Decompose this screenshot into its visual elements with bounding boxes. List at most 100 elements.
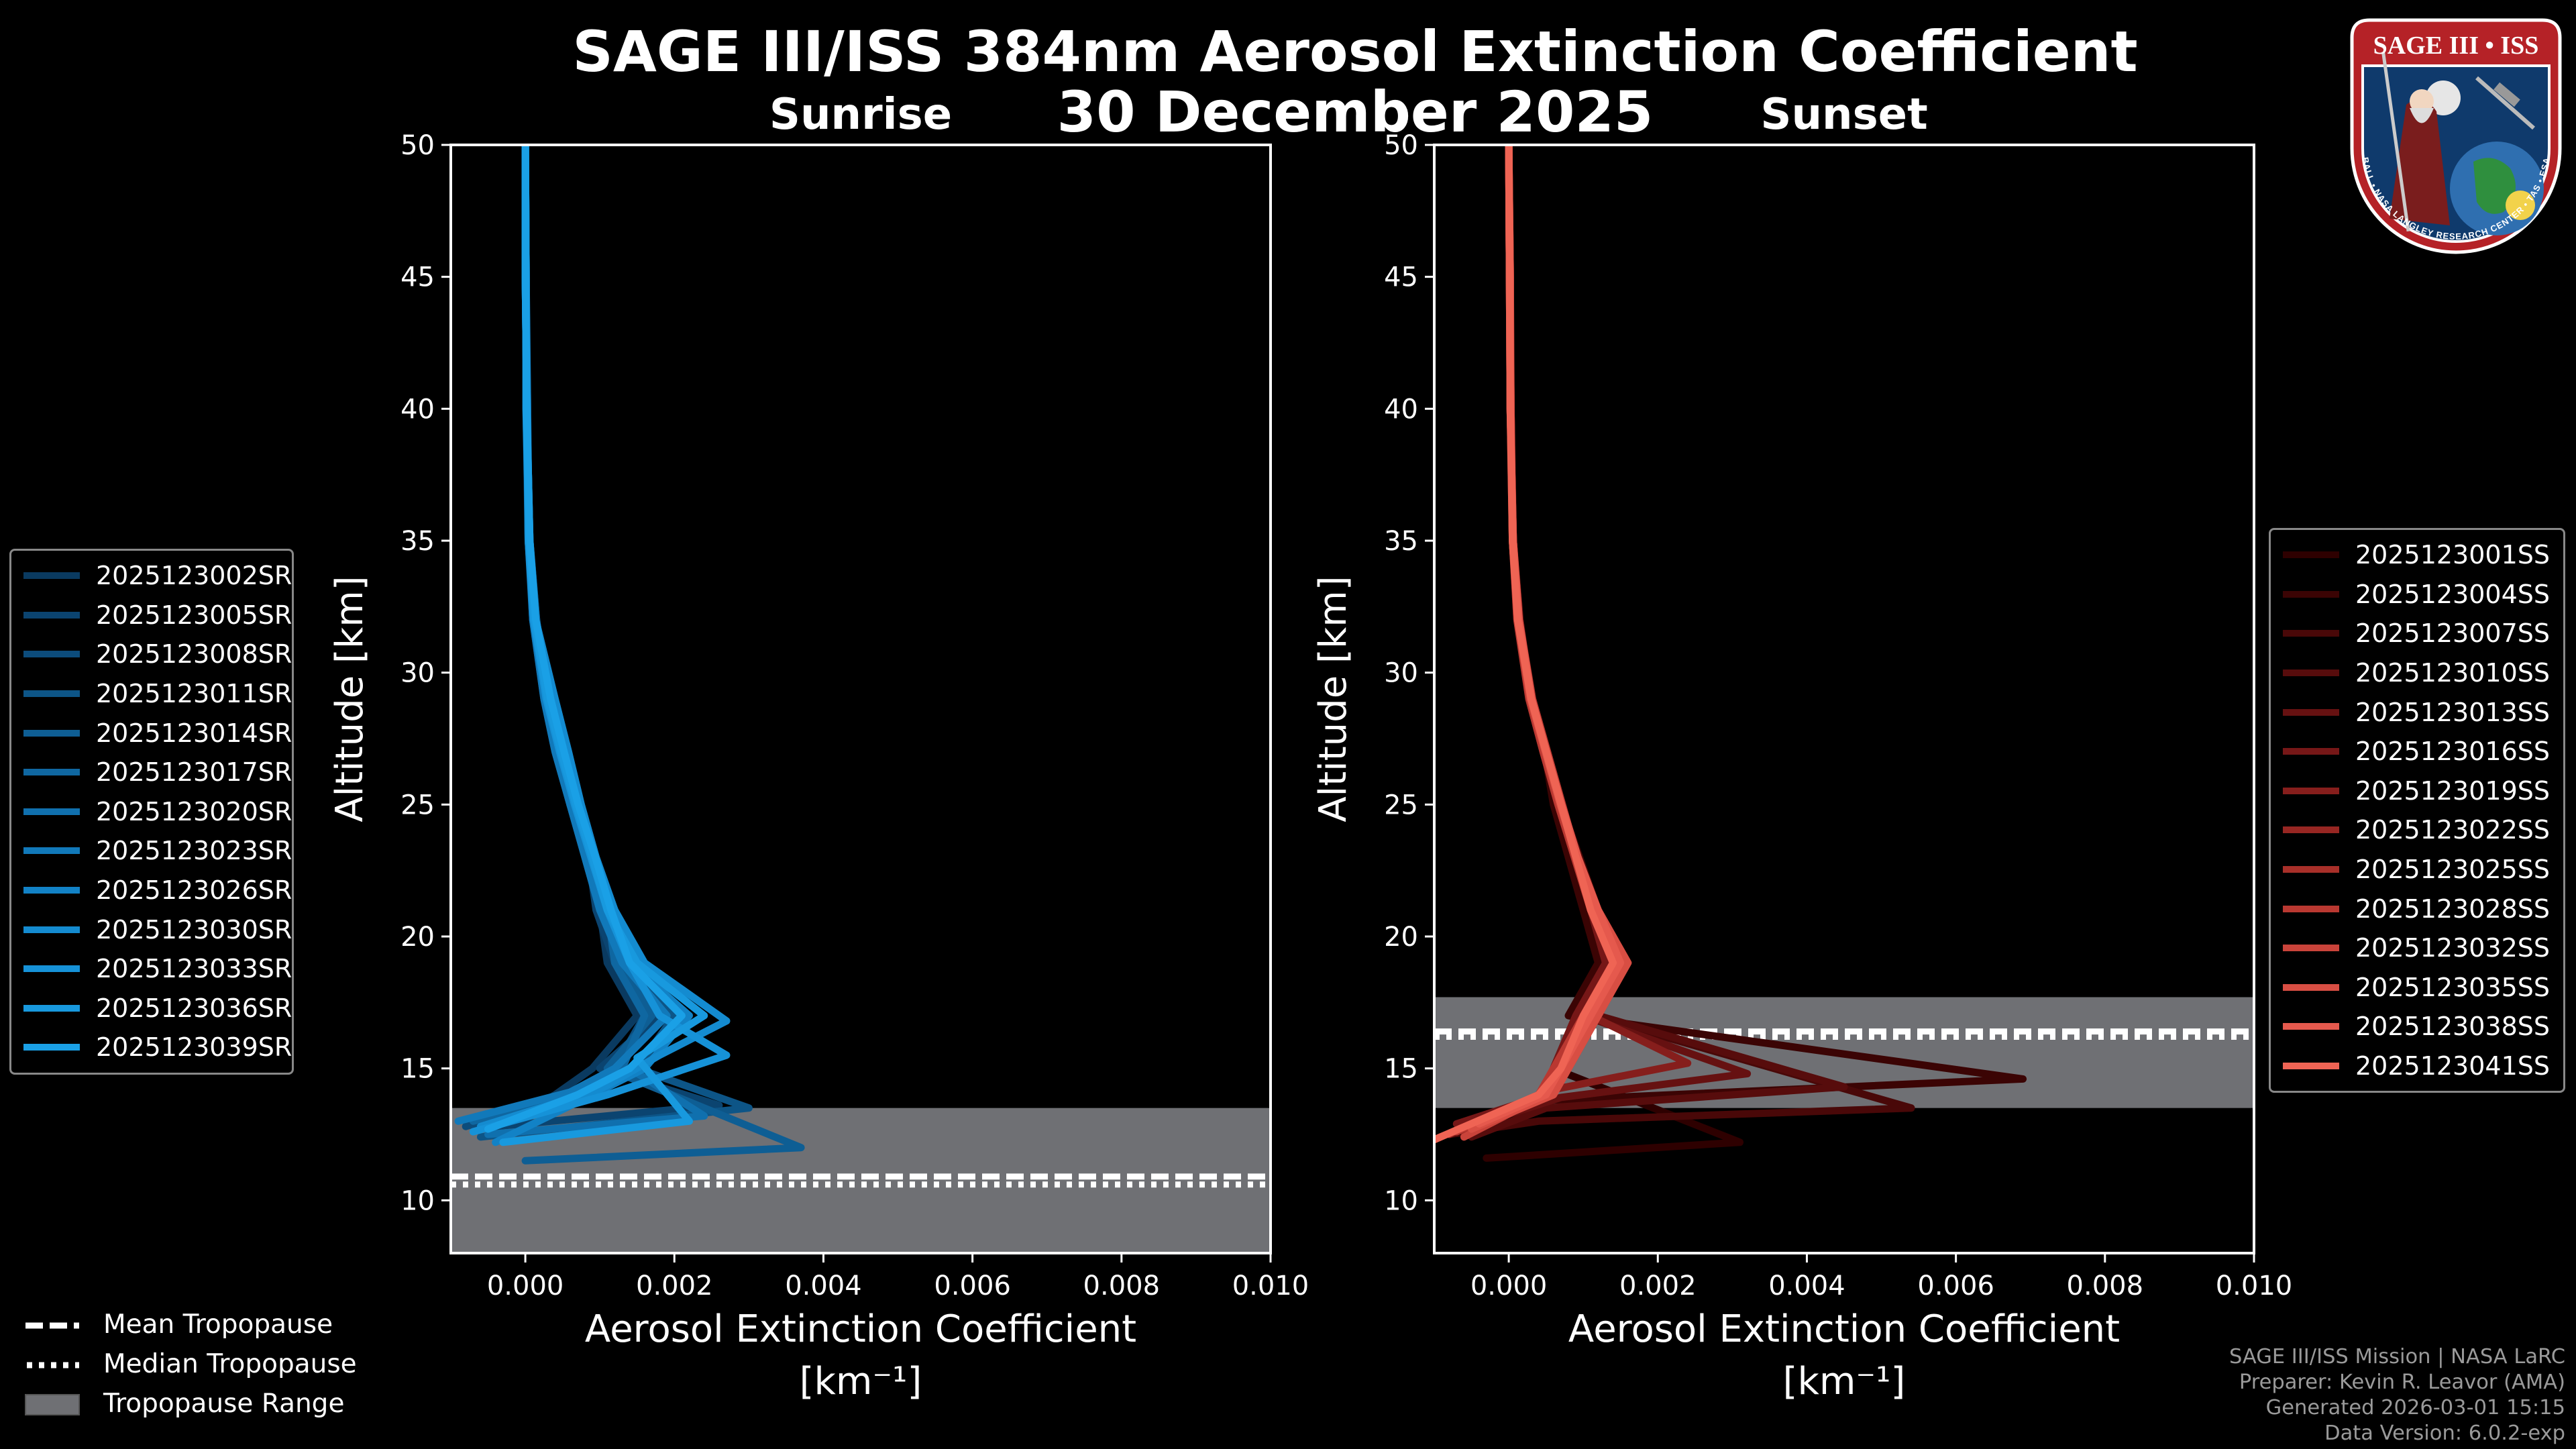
legend-swatch [2283,945,2339,952]
legend-label: 2025123016SS [2355,737,2551,767]
range-swatch [24,1393,80,1415]
tropopause-legend: Mean Tropopause Median Tropopause Tropop… [24,1305,357,1424]
y-tick-label: 45 [1384,262,1418,293]
x-tick-label: 0.000 [1470,1271,1548,1301]
y-tick-label: 35 [1384,526,1418,557]
credits-mission: SAGE III/ISS Mission | NASA LaRC [2229,1345,2565,1368]
logo-title: SAGE III • ISS [2373,32,2539,60]
legend-tropopause-range: Tropopause Range [24,1384,357,1424]
legend-swatch [23,926,80,933]
y-tick-label: 25 [1384,790,1418,820]
x-tick-label: 0.002 [1619,1271,1697,1301]
legend-label: 2025123004SS [2355,579,2551,609]
legend-entry: 2025123002SR [11,556,292,596]
x-axis-label: Aerosol Extinction Coefficient [1568,1307,2120,1351]
sage-iii-iss-logo: SAGE III • ISS BALL • NASA LANGLEY RESEA… [2350,18,2562,254]
legend-range-label: Tropopause Range [103,1389,345,1419]
axes-frame [1433,144,2255,1254]
y-axis-label: Altitude [km] [1311,576,1355,822]
y-tick-label: 20 [1384,922,1418,953]
legend-entry: 2025123019SS [2271,771,2563,811]
legend-swatch [2283,669,2339,677]
legend-median-label: Median Tropopause [103,1349,357,1379]
profile-line-2025123041SS [1434,145,1617,1144]
legend-label: 2025123010SS [2355,658,2551,688]
legend-label: 2025123001SS [2355,540,2551,570]
y-tick-label: 40 [400,394,435,425]
legend-entry: 2025123011SR [11,674,292,714]
y-tick-label: 35 [400,526,435,557]
y-tick-label: 15 [1384,1054,1418,1085]
x-tick-label: 0.006 [934,1271,1011,1301]
axes-frame [449,144,1272,1254]
x-tick-label: 0.004 [785,1271,862,1301]
legend-label: 2025123017SR [96,757,292,788]
legend-label: 2025123028SS [2355,894,2551,924]
y-axis-label: Altitude [km] [328,576,372,822]
legend-entry: 2025123001SS [2271,535,2563,575]
legend-swatch [2283,630,2339,637]
legend-swatch [23,965,80,973]
profile-line-2025123011SR [476,145,753,1141]
legend-entry: 2025123016SS [2271,732,2563,771]
legend-entry: 2025123014SR [11,713,292,753]
x-axis-label: Aerosol Extinction Coefficient [585,1307,1136,1351]
y-tick-label: 20 [400,922,435,953]
legend-label: 2025123020SR [96,796,292,826]
y-tick-label: 50 [1384,130,1418,161]
credits-generated: Generated 2026-03-01 15:15 [2265,1396,2565,1419]
legend-label: 2025123019SS [2355,775,2551,806]
legend-swatch [23,611,80,619]
legend-swatch [2283,590,2339,598]
legend-swatch [23,690,80,698]
legend-swatch [2283,826,2339,834]
legend-label: 2025123038SS [2355,1012,2551,1042]
legend-label: 2025123039SR [96,1032,292,1063]
legend-entry: 2025123030SR [11,910,292,949]
legend-swatch [2283,1063,2339,1070]
y-tick-label: 30 [400,658,435,689]
figure-title: SAGE III/ISS 384nm Aerosol Extinction Co… [572,19,2138,85]
legend-label: 2025123030SR [96,914,292,945]
legend-entry: 2025123005SR [11,596,292,635]
y-tick-label: 15 [400,1054,435,1085]
x-tick-label: 0.010 [2216,1271,2293,1301]
legend-label: 2025123023SR [96,836,292,866]
legend-entry: 2025123008SR [11,635,292,674]
profile-line-2025123030SR [476,145,731,1130]
legend-label: 2025123022SS [2355,815,2551,845]
legend-entry: 2025123025SS [2271,850,2563,890]
x-tick-label: 0.000 [487,1271,564,1301]
legend-label: 2025123007SS [2355,619,2551,649]
legend-entry: 2025123004SS [2271,575,2563,614]
x-tick-label: 0.008 [1083,1271,1161,1301]
legend-swatch [23,729,80,737]
sunrise-panel: Sunrise 0.000 0.002 0.004 0.006 0.008 0.010 10 1… [328,90,1309,1403]
credits-version: Data Version: 6.0.2-exp [2324,1421,2565,1445]
figure-date: 30 December 2025 [1057,79,1654,145]
legend-label: 2025123014SR [96,718,292,748]
legend-swatch [23,572,80,580]
legend-entry: 2025123041SS [2271,1046,2563,1086]
panel-title: Sunrise [769,90,952,140]
legend-swatch [2283,748,2339,755]
dotted-line-swatch [24,1353,80,1376]
legend-mean-tropopause: Mean Tropopause [24,1305,357,1344]
profile-line-2025123010SS [1468,145,1848,1141]
sunset-panel: Sunset 0.000 0.002 0.004 0.006 0.008 0.010 10 15… [1311,90,2292,1403]
legend-mean-label: Mean Tropopause [103,1309,333,1340]
legend-swatch [2283,905,2339,912]
legend-swatch [23,769,80,776]
profile-line-2025123004SS [1460,145,2027,1130]
legend-label: 2025123025SS [2355,855,2551,885]
legend-label: 2025123013SS [2355,697,2551,727]
panel-title: Sunset [1760,90,1927,140]
legend-entry: 2025123039SR [11,1028,292,1067]
legend-swatch [2283,708,2339,716]
legend-label: 2025123036SR [96,993,292,1023]
y-tick-label: 25 [400,790,435,820]
legend-entry: 2025123022SS [2271,810,2563,850]
legend-swatch [23,1044,80,1051]
legend-label: 2025123033SR [96,954,292,984]
